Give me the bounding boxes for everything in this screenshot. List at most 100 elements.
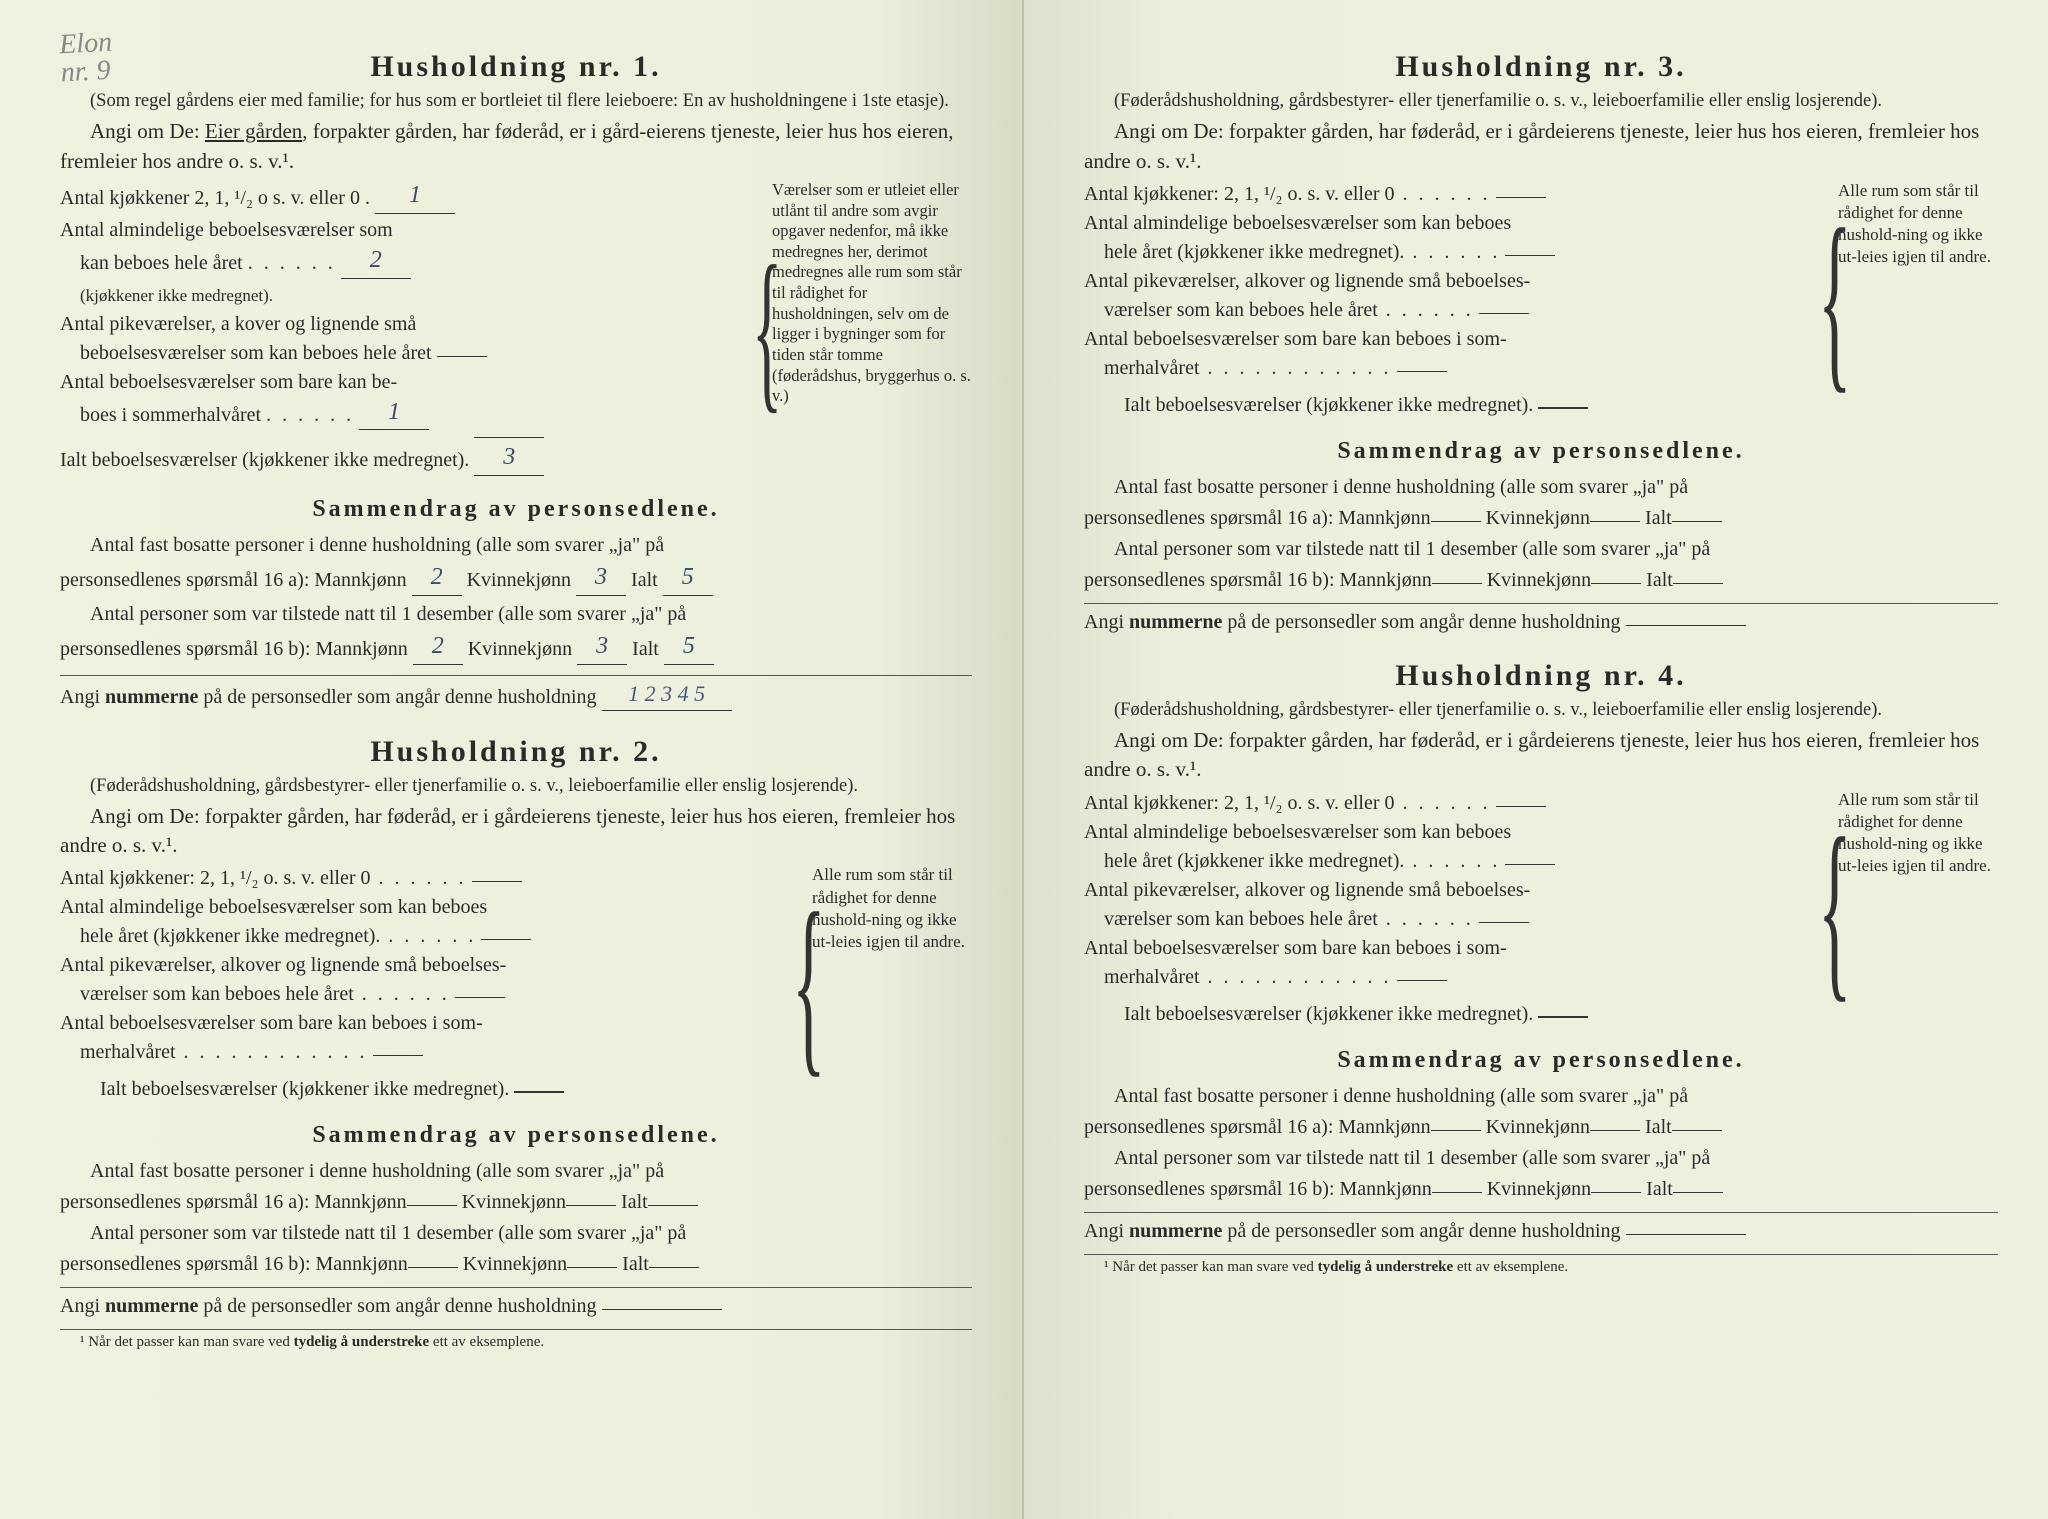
footnote-left: ¹ Når det passer kan man svare ved tydel… bbox=[60, 1334, 972, 1351]
dots bbox=[1378, 908, 1474, 930]
samm3-p2b: personsedlenes spørsmål 16 b): Mannkjønn… bbox=[1084, 566, 1998, 595]
label1: Antal pikeværelser, a kover og lignende … bbox=[60, 313, 416, 335]
pencil-line2: nr. 9 bbox=[60, 55, 111, 89]
v-i: 5 bbox=[663, 560, 713, 596]
l3: Ialt bbox=[1646, 569, 1673, 591]
label: Antal kjøkkener 2, 1, ¹/₂ o s. v. eller … bbox=[60, 187, 370, 209]
label1: Antal almindelige beboelsesværelser som bbox=[60, 219, 393, 241]
rule bbox=[1084, 603, 1998, 604]
hh2-title: Husholdning nr. 2. bbox=[60, 735, 972, 769]
samm2-p1b: personsedlenes spørsmål 16 a): Mannkjønn… bbox=[60, 1188, 972, 1217]
l2: Kvinnekjønn bbox=[462, 1191, 566, 1213]
l2: Kvinnekjønn bbox=[463, 1253, 567, 1275]
samm3-p2a: Antal personer som var tilstede natt til… bbox=[1084, 535, 1998, 564]
v-k: 3 bbox=[577, 629, 627, 665]
hh1-title: Husholdning nr. 1. bbox=[60, 50, 972, 84]
hh3-row-som: Antal beboelsesværelser som bare kan beb… bbox=[1084, 325, 1808, 383]
document-spread: Elon nr. 9 V Husholdning nr. 1. (Som reg… bbox=[0, 0, 2048, 1519]
samm1-heading: Sammendrag av personsedlene. bbox=[60, 496, 972, 523]
hh2-row-alm: Antal almindelige beboelsesværelser som … bbox=[60, 893, 782, 951]
v-k bbox=[1590, 521, 1640, 522]
value: 3 bbox=[474, 437, 544, 476]
value bbox=[514, 1091, 564, 1093]
samm4-p3: Angi nummerne på de personsedler som ang… bbox=[1084, 1217, 1998, 1246]
samm3-p1b: personsedlenes spørsmål 16 a): Mannkjønn… bbox=[1084, 504, 1998, 533]
label2: kan beboes hele året bbox=[80, 252, 243, 274]
label1: Antal pikeværelser, alkover og lignende … bbox=[60, 954, 506, 976]
hh3-subnote: (Føderådshusholdning, gårdsbestyrer- ell… bbox=[1084, 90, 1998, 113]
l: personsedlenes spørsmål 16 a): Mannkjønn bbox=[1084, 1116, 1431, 1138]
value bbox=[1505, 255, 1555, 256]
v-i bbox=[1672, 521, 1722, 522]
l3: Ialt bbox=[1645, 1116, 1672, 1138]
dots bbox=[1200, 966, 1296, 988]
label1: Antal almindelige beboelsesværelser som … bbox=[1084, 821, 1511, 843]
hh4-row-ialt: Ialt beboelsesværelser (kjøkkener ikke m… bbox=[1084, 1000, 1808, 1029]
value bbox=[1626, 1234, 1746, 1235]
value bbox=[437, 356, 487, 357]
hh4-title: Husholdning nr. 4. bbox=[1084, 659, 1998, 693]
fb: tydelig å understreke bbox=[1318, 1259, 1454, 1275]
samm2-p2b: personsedlenes spørsmål 16 b): Mannkjønn… bbox=[60, 1250, 972, 1279]
hh2-left-col: Antal kjøkkener: 2, 1, ¹/₂ o. s. v. elle… bbox=[60, 864, 782, 1104]
v-k: 3 bbox=[576, 560, 626, 596]
fpost: ett av eksemplene. bbox=[1453, 1259, 1568, 1275]
samm1-p3: Angi nummerne på de personsedler som ang… bbox=[60, 680, 972, 713]
v-i bbox=[649, 1267, 699, 1268]
l1: Angi bbox=[1084, 611, 1129, 633]
label2: værelser som kan beboes hele året bbox=[80, 983, 354, 1005]
label1: Antal beboelsesværelser som bare kan be- bbox=[60, 371, 397, 393]
label: Ialt beboelsesværelser (kjøkkener ikke m… bbox=[100, 1078, 509, 1100]
hh2-subnote: (Føderådshusholdning, gårdsbestyrer- ell… bbox=[60, 775, 972, 798]
label2: merhalvåret bbox=[1104, 966, 1200, 988]
l1: Angi bbox=[1084, 1220, 1129, 1242]
v-i bbox=[1673, 583, 1723, 584]
l2: Kvinnekjønn bbox=[468, 638, 572, 660]
hh2-angi: Angi om De: forpakter gården, har føderå… bbox=[60, 802, 972, 861]
fb: tydelig å understreke bbox=[294, 1334, 430, 1350]
label1: Antal almindelige beboelsesværelser som … bbox=[60, 896, 487, 918]
label2: boes i sommerhalvåret bbox=[80, 404, 261, 426]
value bbox=[1397, 371, 1447, 372]
value bbox=[1397, 980, 1447, 981]
hh4-left-col: Antal kjøkkener: 2, 1, ¹/₂ o. s. v. elle… bbox=[1084, 789, 1808, 1029]
label2: værelser som kan beboes hele året bbox=[1104, 299, 1378, 321]
dots bbox=[1404, 241, 1500, 263]
l: personsedlenes spørsmål 16 b): Mannkjønn bbox=[60, 1253, 408, 1275]
hh1-left-col: Antal kjøkkener 2, 1, ¹/₂ o s. v. eller … bbox=[60, 180, 742, 478]
l: personsedlenes spørsmål 16 a): Mannkjønn bbox=[1084, 507, 1431, 529]
v-k bbox=[1591, 1192, 1641, 1193]
page-right: Husholdning nr. 3. (Føderådshusholdning,… bbox=[1024, 0, 2048, 1519]
samm2-p3: Angi nummerne på de personsedler som ang… bbox=[60, 1292, 972, 1321]
value bbox=[455, 997, 505, 998]
v-i: 5 bbox=[664, 629, 714, 665]
value bbox=[1538, 407, 1588, 409]
value bbox=[373, 1055, 423, 1056]
hh3-sidenote: Alle rum som står til rådighet for denne… bbox=[1818, 180, 1998, 420]
dots2 bbox=[272, 1041, 368, 1063]
samm3-p3: Angi nummerne på de personsedler som ang… bbox=[1084, 608, 1998, 637]
samm1-p1a: Antal fast bosatte personer i denne hush… bbox=[60, 531, 972, 560]
hh2-row-kjokken: Antal kjøkkener: 2, 1, ¹/₂ o. s. v. elle… bbox=[60, 864, 782, 893]
l2: på de personsedler som angår denne husho… bbox=[198, 686, 596, 708]
hh1-angi-underline: Eier gården bbox=[205, 119, 302, 143]
dots bbox=[1395, 792, 1491, 814]
value bbox=[1538, 1016, 1588, 1018]
l1: Angi bbox=[60, 1295, 105, 1317]
sidenote-text: Værelser som er utleiet eller utlånt til… bbox=[772, 180, 971, 405]
dots bbox=[1200, 357, 1296, 379]
hh3-angi: Angi om De: forpakter gården, har føderå… bbox=[1084, 117, 1998, 176]
l3: Ialt bbox=[632, 638, 659, 660]
value bbox=[1496, 806, 1546, 807]
value: 1 2 3 4 5 bbox=[602, 678, 732, 711]
brace-icon bbox=[752, 180, 770, 478]
samm4-heading: Sammendrag av personsedlene. bbox=[1084, 1047, 1998, 1074]
samm1-p1b: personsedlenes spørsmål 16 a): Mannkjønn… bbox=[60, 562, 972, 598]
page-left: Elon nr. 9 V Husholdning nr. 1. (Som reg… bbox=[0, 0, 1024, 1519]
label: Ialt beboelsesværelser (kjøkkener ikke m… bbox=[1124, 1003, 1533, 1025]
l2: på de personsedler som angår denne husho… bbox=[1222, 1220, 1620, 1242]
l3: Ialt bbox=[622, 1253, 649, 1275]
dots bbox=[1404, 850, 1500, 872]
label: Antal kjøkkener: 2, 1, ¹/₂ o. s. v. elle… bbox=[1084, 792, 1395, 814]
hh2-row-ialt: Ialt beboelsesværelser (kjøkkener ikke m… bbox=[60, 1075, 782, 1104]
